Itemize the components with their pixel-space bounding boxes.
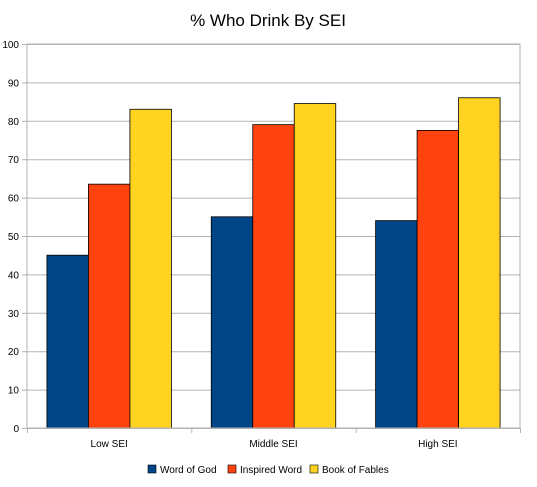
chart-title: % Who Drink By SEI (190, 11, 346, 30)
y-tick-label: 30 (8, 309, 20, 320)
legend-swatch (147, 464, 157, 474)
x-axis-ticks: Low SEI Middle SEI High SEI (27, 428, 521, 450)
bar-inspired-word (88, 183, 131, 429)
bar-book-of-fables (129, 108, 172, 429)
plot-area-frame (26, 43, 521, 429)
y-tick-label: 60 (8, 194, 20, 205)
bar-word-of-god (210, 216, 254, 429)
y-tick-label: 0 (13, 424, 19, 435)
y-tick-label: 80 (8, 117, 20, 128)
legend-label: Book of Fables (322, 465, 389, 476)
y-tick-label: 40 (8, 270, 20, 281)
y-tick-label: 90 (8, 78, 20, 89)
x-tick-label: Middle SEI (249, 439, 297, 450)
y-tick-label: 10 (8, 386, 20, 397)
bar-word-of-god (375, 220, 418, 429)
y-tick-label: 20 (8, 347, 20, 358)
x-tick-label: Low SEI (91, 439, 128, 450)
x-tick-label: High SEI (418, 439, 457, 450)
bar-book-of-fables (293, 103, 337, 429)
legend: Word of God Inspired Word Book of Fables (147, 464, 389, 476)
bar-inspired-word (252, 124, 295, 429)
bar-inspired-word (416, 129, 459, 429)
legend-swatch (309, 464, 319, 474)
bar-word-of-god (46, 254, 89, 429)
legend-swatch (227, 464, 237, 474)
bar-book-of-fables (458, 97, 501, 429)
y-axis-ticks: 0 10 20 30 40 50 60 70 80 90 100 (2, 40, 27, 435)
y-tick-label: 100 (2, 40, 19, 51)
legend-label: Inspired Word (240, 465, 302, 476)
legend-label: Word of God (160, 465, 217, 476)
y-tick-label: 70 (8, 155, 20, 166)
bars (46, 97, 501, 429)
y-tick-label: 50 (8, 232, 20, 243)
